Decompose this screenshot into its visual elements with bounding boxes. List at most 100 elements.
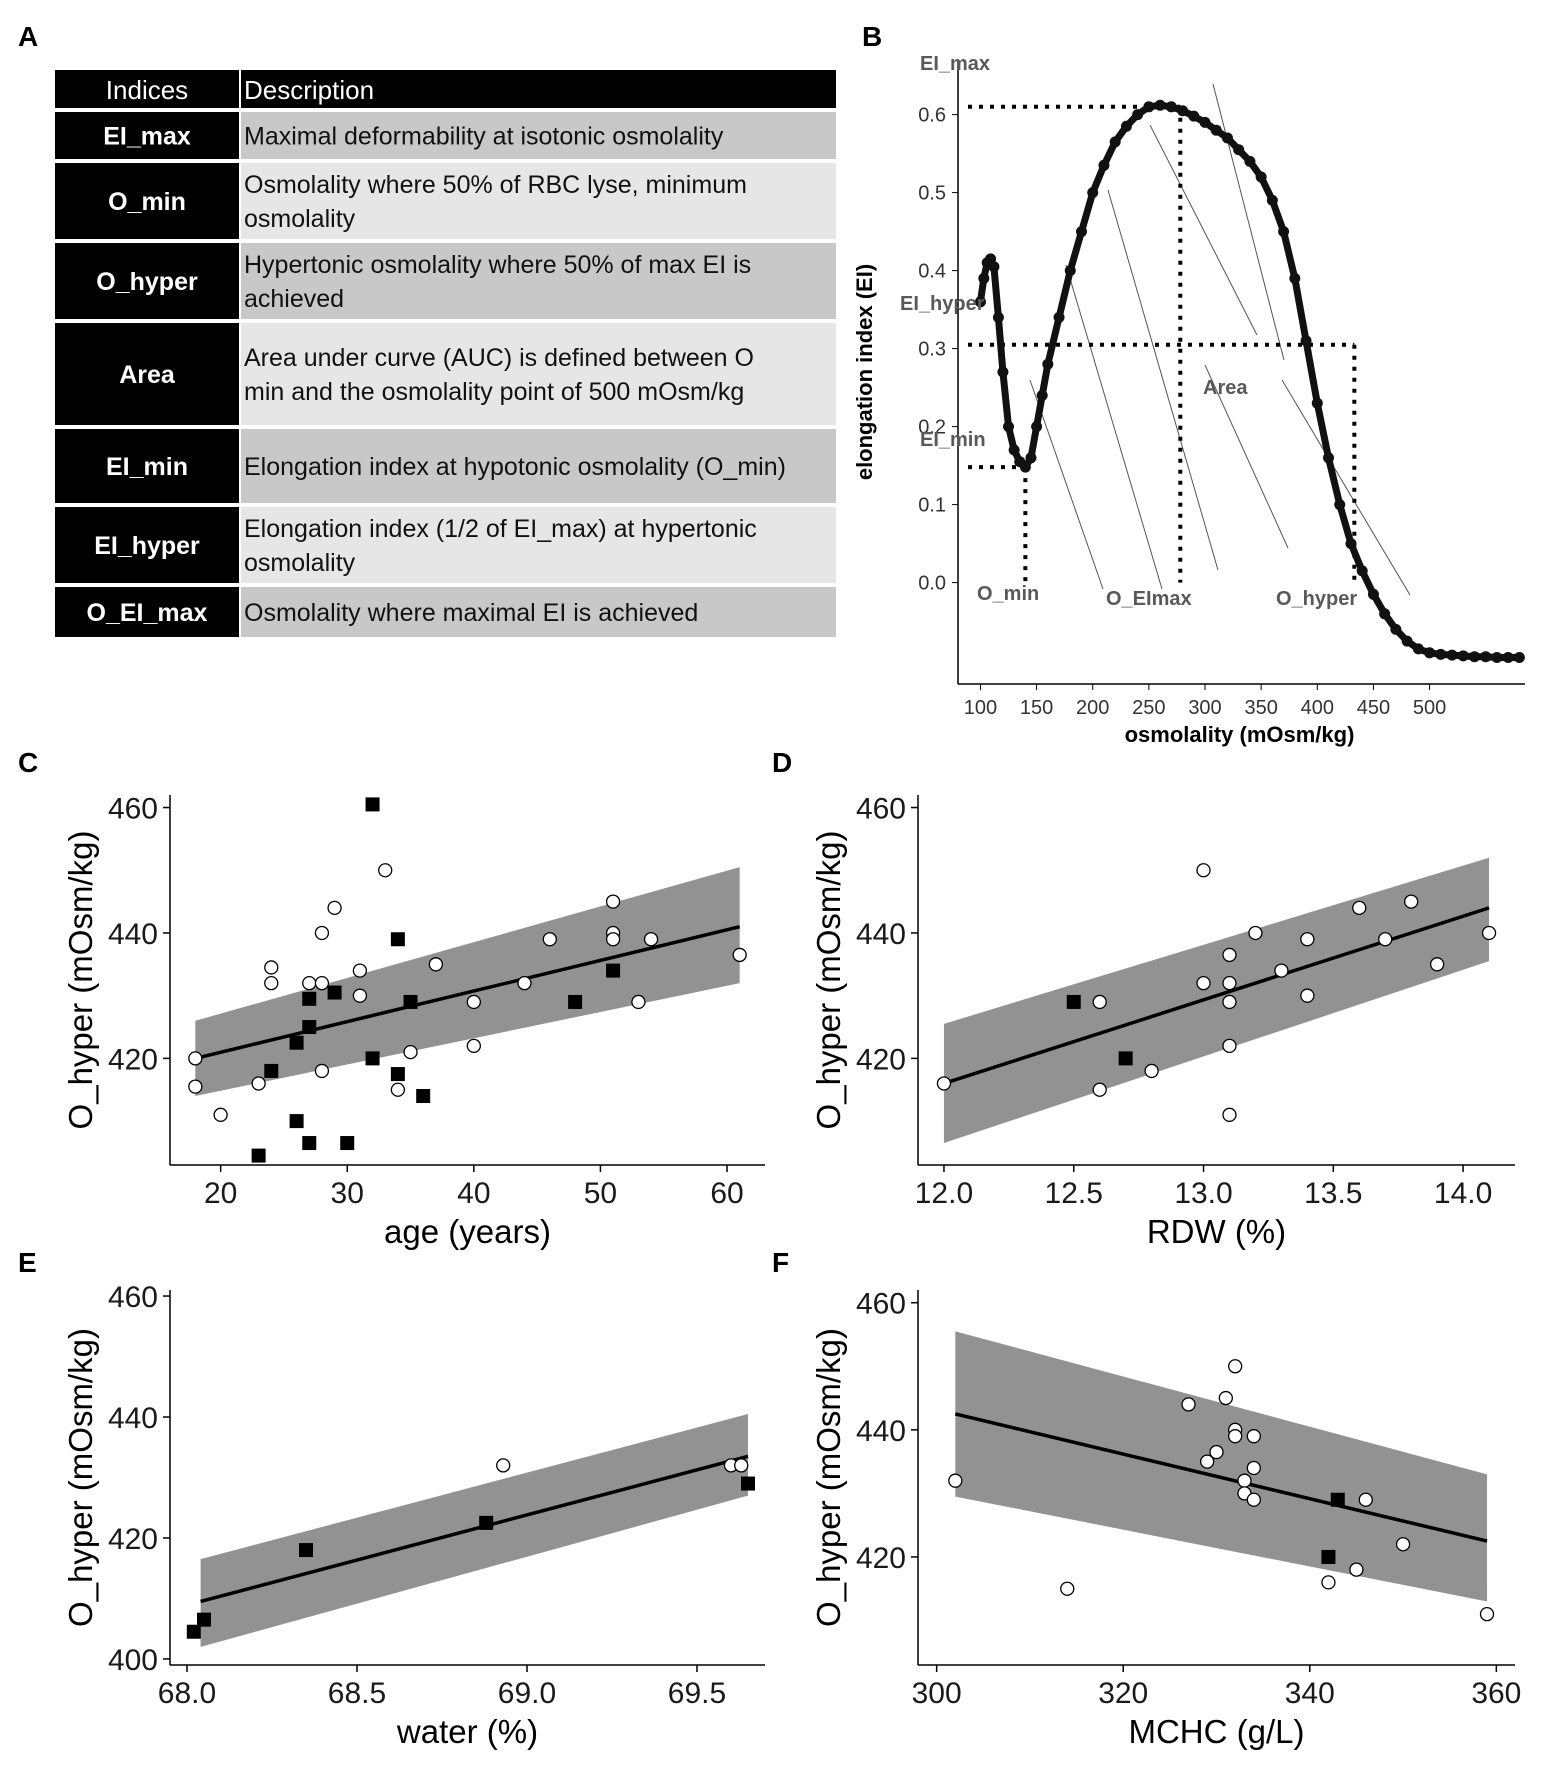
ei-curve-point: [1446, 649, 1458, 661]
ei-curve-point: [1412, 643, 1424, 655]
ei-curve-point: [1087, 187, 1099, 199]
filled-point: [1321, 1549, 1336, 1564]
open-point: [1352, 900, 1367, 916]
table-desc-line: Area under curve (AUC) is defined betwee…: [244, 344, 754, 372]
panel-label-b: B: [862, 21, 882, 52]
open-point: [631, 994, 646, 1010]
table-desc-line: Osmolality where 50% of RBC lyse, minimu…: [244, 171, 747, 199]
filled-point: [1118, 1051, 1133, 1066]
confidence-band: [943, 857, 1490, 1144]
annot-o-min: O_min: [977, 583, 1039, 605]
ei-curve-point: [1132, 109, 1144, 121]
open-point: [1246, 1492, 1261, 1507]
panel-label-d: D: [772, 747, 792, 778]
ei-curve-point: [1109, 136, 1121, 148]
open-point: [1246, 1460, 1261, 1476]
y-axis-label: elongation index (EI): [852, 264, 877, 480]
ei-curve-line: [976, 101, 1523, 661]
open-point: [264, 960, 279, 975]
filled-point: [340, 1136, 355, 1151]
filled-point: [365, 1051, 380, 1066]
open-point: [605, 932, 621, 947]
ei-curve-point: [978, 272, 990, 284]
open-point: [1300, 988, 1315, 1003]
x-axis-label: age (years): [384, 1213, 551, 1250]
open-point: [643, 932, 659, 947]
x-tick-label: 14.0: [1434, 1177, 1492, 1210]
panel-e: E 68.0 68.5 69.0 69.5 400 420 440 460 water (%) O…: [18, 1247, 765, 1750]
y-tick-label: 440: [856, 918, 906, 951]
table-desc-cell: [241, 112, 836, 159]
open-point: [496, 1458, 511, 1473]
ei-curve-point: [1255, 171, 1267, 183]
table-key-1: O_min: [108, 188, 186, 216]
ei-curve-point: [1244, 155, 1256, 167]
open-point: [1237, 1473, 1252, 1488]
open-point: [302, 975, 317, 991]
x-tick-label: 300: [912, 1677, 962, 1710]
x-tick-label: 500: [1413, 697, 1446, 719]
ei-curve-point: [1491, 651, 1503, 663]
open-point: [1200, 1454, 1215, 1469]
x-tick-label: 68.5: [328, 1677, 386, 1710]
y-tick-label: 420: [856, 1542, 906, 1575]
open-point: [1246, 1429, 1261, 1444]
open-point: [466, 1038, 481, 1053]
ei-curve-point: [1177, 105, 1189, 117]
ei-curve-point: [1143, 101, 1155, 113]
x-tick-label: 350: [1244, 697, 1277, 719]
x-tick-label: 20: [204, 1177, 237, 1210]
scatter-chart-rdw: 12.0 12.5 13.0 13.5 14.0 420 440 460 RDW (%) O_hy…: [810, 793, 1515, 1250]
ei-curve-point: [1233, 144, 1245, 156]
ei-curve-point: [1401, 635, 1413, 647]
x-tick-label: 450: [1357, 697, 1390, 719]
area-hatch-line: [1065, 264, 1163, 590]
y-tick-label: 0.6: [918, 105, 946, 127]
open-point: [1209, 1444, 1224, 1460]
ei-curve-point: [1311, 397, 1323, 409]
open-point: [1404, 894, 1419, 909]
y-tick-label: 0.1: [918, 495, 946, 517]
open-point: [1222, 947, 1237, 963]
regression-line: [194, 924, 741, 1061]
filled-point: [251, 1148, 266, 1163]
table-key-5: EI_hyper: [94, 532, 200, 560]
table-key-0: EI_max: [103, 123, 191, 151]
table-key-cell: [55, 429, 239, 503]
scatter-chart-mchc: 300 320 340 360 420 440 460 MCHC (g/L) O_hyper (…: [810, 1288, 1521, 1750]
table-desc-cell: [241, 163, 836, 239]
open-point: [251, 1076, 266, 1091]
ei-curve-point: [1221, 132, 1233, 144]
open-point: [466, 994, 481, 1010]
x-axis-label: osmolality (mOsm/kg): [1125, 722, 1355, 747]
filled-point: [390, 932, 405, 947]
open-point: [428, 957, 444, 972]
table-key-4: EI_min: [106, 453, 188, 481]
open-point: [1321, 1575, 1336, 1590]
y-tick-label: 440: [108, 918, 158, 951]
ei-curve-point: [1468, 651, 1480, 663]
ei-curve-point: [1019, 461, 1031, 473]
open-point: [1222, 975, 1237, 991]
panel-a: A Indices Description EI_max Maximal deform…: [18, 21, 836, 637]
x-tick-label: 300: [1188, 697, 1221, 719]
open-point: [1248, 925, 1263, 941]
filled-point: [289, 1035, 304, 1050]
open-point: [1479, 1607, 1495, 1622]
ei-curve-point: [1367, 588, 1379, 600]
open-point: [1228, 1359, 1243, 1374]
table-desc-cell: [241, 243, 836, 319]
panel-label-a: A: [18, 21, 38, 52]
ei-curve-point: [1345, 538, 1357, 550]
x-axis-label: MCHC (g/L): [1128, 1713, 1304, 1750]
table-desc-line: osmolality: [244, 549, 356, 577]
open-point: [1181, 1397, 1196, 1412]
ei-curve-point: [1053, 311, 1065, 323]
open-point: [1222, 1038, 1237, 1053]
area-hatch-line: [1281, 379, 1411, 596]
open-point: [1222, 1107, 1237, 1122]
regression-line: [954, 1412, 1488, 1543]
ei-curve-point: [1008, 444, 1020, 456]
x-tick-label: 50: [584, 1177, 617, 1210]
x-tick-label: 100: [964, 697, 997, 719]
